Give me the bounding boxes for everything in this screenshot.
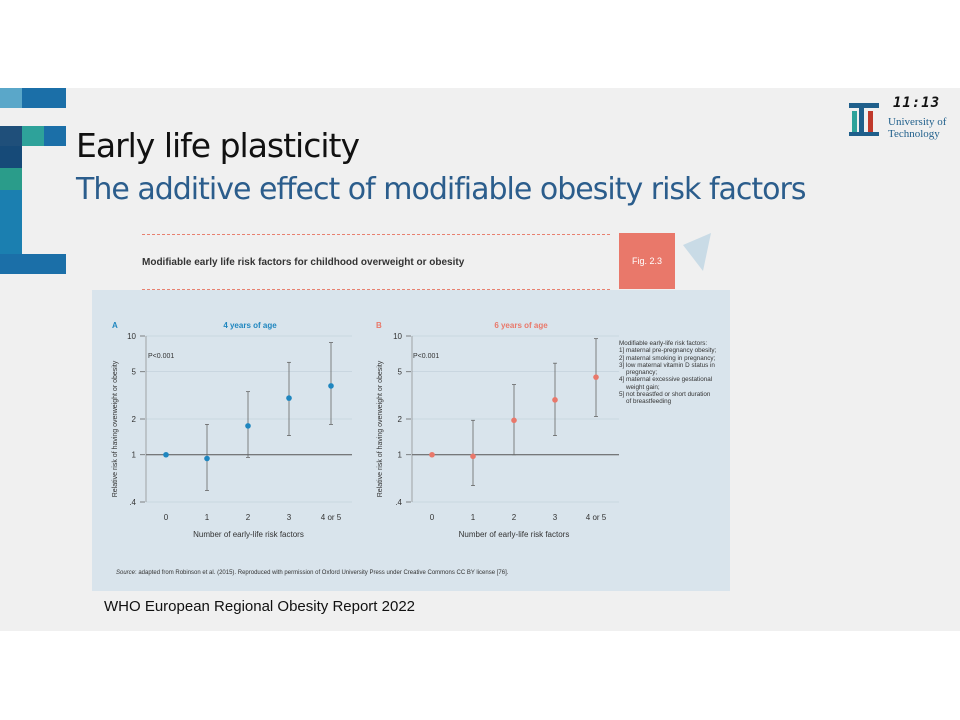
- logo-text-line2: Technology: [888, 128, 940, 140]
- data-point: [286, 395, 292, 401]
- panel-title: 4 years of age: [223, 321, 277, 330]
- x-tick-label: 4 or 5: [586, 513, 607, 522]
- university-logo-icon: [849, 103, 879, 136]
- p-value-annotation: P<0.001: [413, 353, 439, 360]
- x-tick-label: 4 or 5: [321, 513, 342, 522]
- y-tick-label: .4: [395, 498, 402, 507]
- y-tick-label: 10: [393, 332, 402, 341]
- dashed-divider-top: [142, 234, 610, 235]
- x-tick-label: 2: [512, 513, 517, 522]
- x-tick-label: 1: [205, 513, 210, 522]
- p-value-annotation: P<0.001: [148, 353, 174, 360]
- x-tick-label: 0: [430, 513, 435, 522]
- data-point: [552, 397, 558, 403]
- figure-source: Source: adapted from Robinson et al. (20…: [116, 570, 508, 576]
- y-tick-label: 1: [132, 451, 137, 460]
- x-axis-label: Number of early-life risk factors: [193, 530, 304, 539]
- legend-item: 3] low maternal vitamin D status in: [619, 361, 715, 369]
- risk-factor-legend: Modifiable early-life risk factors: 1] m…: [619, 340, 719, 406]
- source-label: Source: [116, 570, 136, 576]
- logo-text-line1: University of: [888, 116, 947, 128]
- panel-letter: B: [376, 321, 382, 330]
- x-tick-label: 1: [471, 513, 476, 522]
- data-point: [245, 423, 251, 429]
- legend-title: Modifiable early-life risk factors:: [619, 340, 708, 347]
- data-point: [470, 453, 476, 460]
- legend-item: weight gain;: [626, 383, 660, 391]
- data-point: [511, 417, 517, 424]
- left-decoration: [0, 88, 66, 274]
- y-tick-label: 5: [398, 368, 403, 377]
- x-tick-label: 3: [287, 513, 292, 522]
- y-tick-label: 2: [132, 415, 137, 424]
- legend-item: pregnancy;: [626, 369, 658, 377]
- y-tick-label: .4: [129, 498, 136, 507]
- y-tick-label: 2: [398, 415, 403, 424]
- source-text: : adapted from Robinson et al. (2015). R…: [135, 570, 509, 576]
- figure-title: Modifiable early life risk factors for c…: [142, 257, 465, 268]
- x-tick-label: 2: [246, 513, 251, 522]
- slide-subtitle: The additive effect of modifiable obesit…: [76, 172, 806, 207]
- data-point: [593, 374, 599, 380]
- panel-title: 6 years of age: [494, 321, 548, 330]
- panel-letter: A: [112, 321, 118, 330]
- y-tick-label: 10: [127, 332, 136, 341]
- y-tick-label: 5: [132, 368, 137, 377]
- x-tick-label: 0: [164, 513, 169, 522]
- figure-tab-decoration: [683, 233, 711, 271]
- slide-title: Early life plasticity: [76, 126, 360, 165]
- figure-panel: .4 1 2 5 10 A 4 years of age P<0.001 Relative ri…: [92, 290, 730, 591]
- y-tick-label: 1: [398, 451, 403, 460]
- data-point: [204, 455, 210, 462]
- x-tick-label: 3: [553, 513, 558, 522]
- clock-display: 11:13: [893, 95, 941, 111]
- y-axis-label: Relative risk of having overweight or ob…: [377, 360, 384, 497]
- y-axis-label: Relative risk of having overweight or ob…: [112, 360, 119, 497]
- legend-item: 2] maternal smoking in pregnancy;: [619, 354, 716, 362]
- dashed-divider-bottom: [142, 289, 610, 290]
- legend-item: 5] not breastfed or short duration: [619, 391, 711, 399]
- x-axis-label: Number of early-life risk factors: [459, 530, 570, 539]
- data-point: [163, 451, 169, 458]
- figure-header: Modifiable early life risk factors for c…: [92, 230, 730, 290]
- figure-badge: Fig. 2.3: [619, 233, 675, 289]
- data-point: [328, 383, 334, 389]
- legend-item: 1] maternal pre-pregnancy obesity;: [619, 347, 717, 355]
- data-point: [429, 451, 435, 458]
- legend-item: 4] maternal excessive gestational: [619, 376, 713, 384]
- slide-caption: WHO European Regional Obesity Report 202…: [104, 598, 416, 615]
- legend-item: of breastfeeding: [626, 398, 672, 406]
